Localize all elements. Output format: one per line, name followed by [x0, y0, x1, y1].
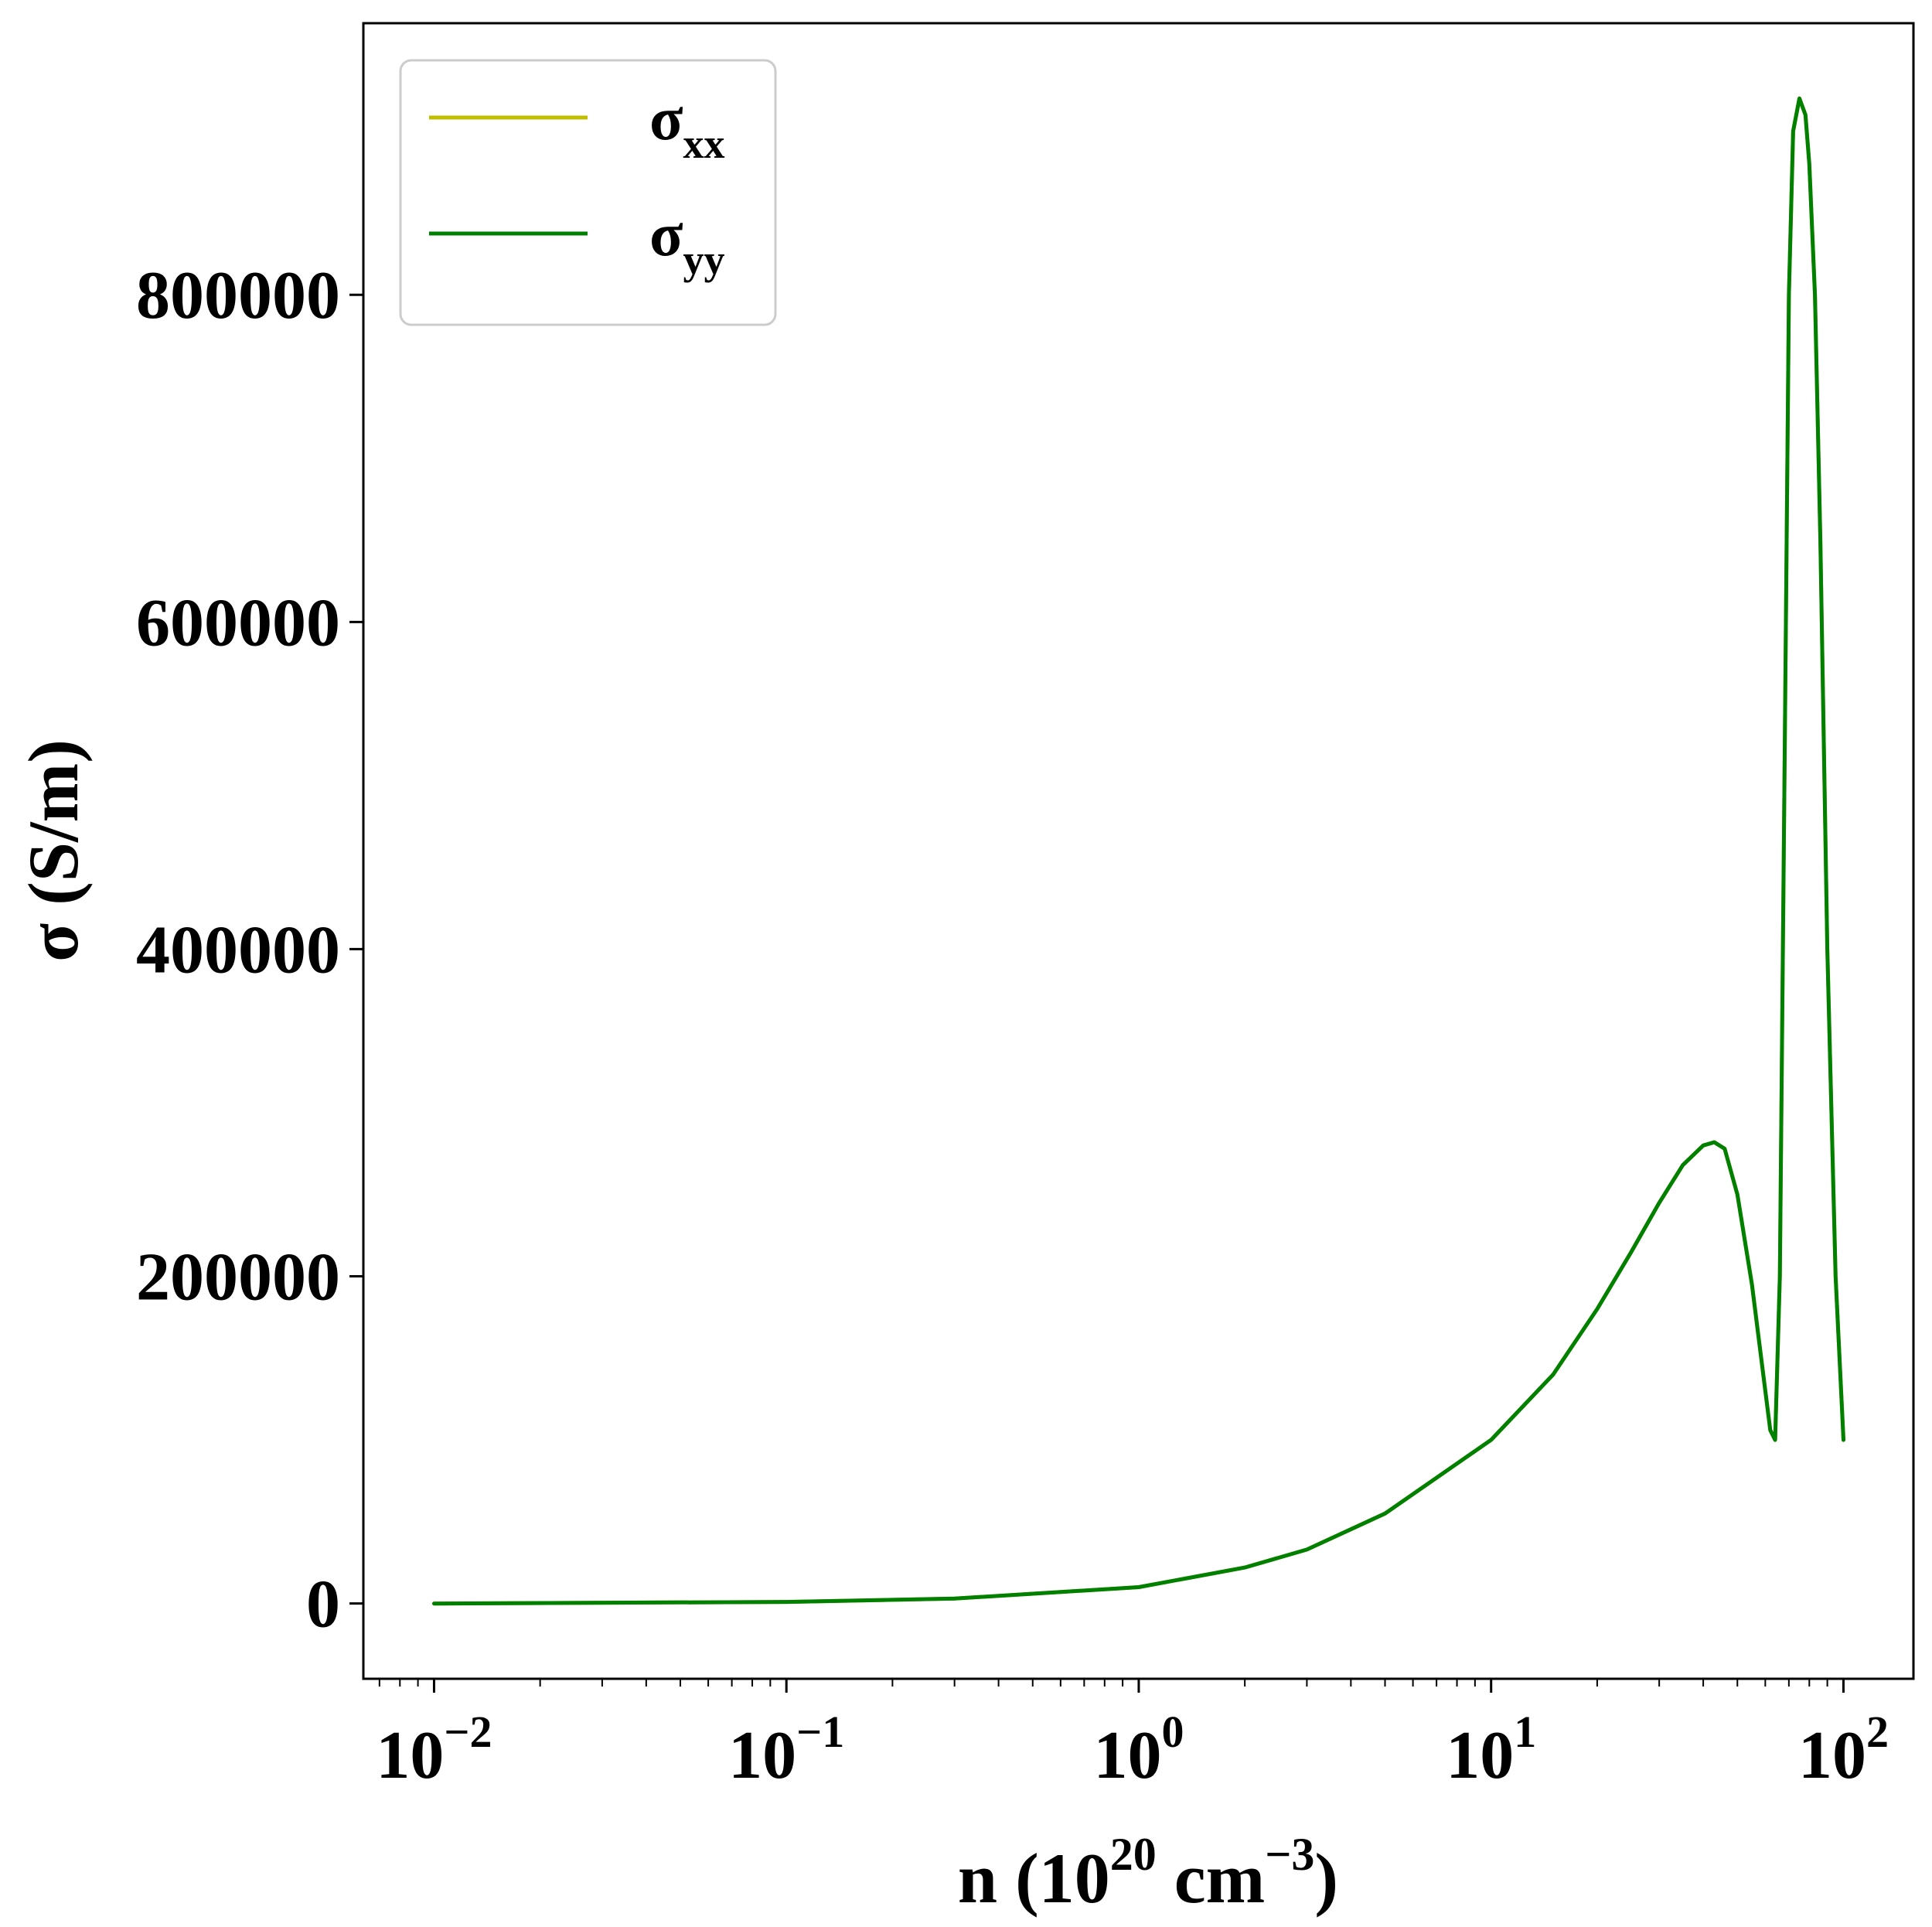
x-axis-label: n (1020 cm−3)	[958, 1829, 1338, 1918]
y-tick-label: 600000	[136, 585, 340, 660]
legend-label-xx: σxx	[649, 85, 725, 167]
legend-items: σxx σyy	[429, 85, 725, 283]
x-tick-label: 101	[1446, 1707, 1536, 1793]
x-tick-label: 10−2	[376, 1707, 492, 1793]
x-axis-ticks: 10−2 10−1 100 101 102	[376, 1679, 1889, 1793]
series-layer	[432, 96, 1845, 1606]
y-tick-label: 400000	[136, 912, 340, 987]
x-tick-label: 100	[1093, 1707, 1184, 1793]
y-tick-label: 200000	[136, 1240, 340, 1315]
y-axis-label: σ (S/m)	[14, 739, 93, 962]
legend-box	[399, 59, 777, 326]
y-axis-ticks: 0 200000 400000 600000 800000	[136, 258, 363, 1642]
legend-label-yy: σyy	[649, 201, 725, 283]
y-tick-label: 800000	[136, 258, 340, 333]
y-tick-label: 0	[306, 1567, 340, 1642]
x-tick-label: 10−1	[728, 1707, 844, 1793]
series-line-yy	[432, 96, 1845, 1606]
legend: σxx σyy	[399, 59, 777, 326]
x-tick-label: 102	[1798, 1707, 1889, 1793]
